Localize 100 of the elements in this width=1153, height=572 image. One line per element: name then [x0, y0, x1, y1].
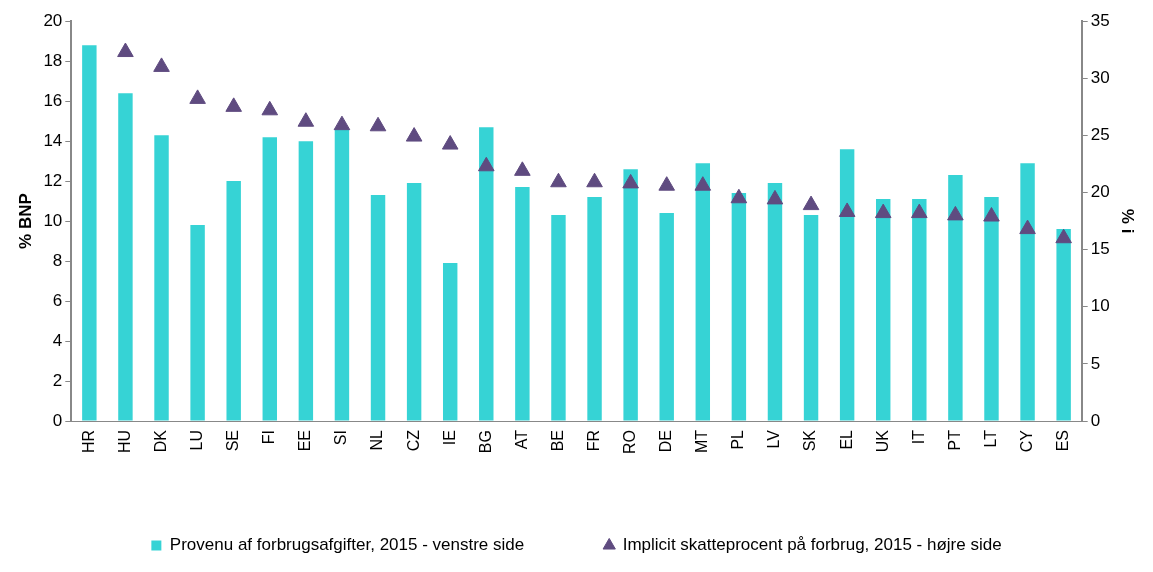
x-tick-label: HU: [115, 430, 133, 454]
x-tick-label: CY: [1017, 429, 1035, 453]
y2-tick-label: 25: [1090, 125, 1110, 145]
y2-axis-title: % i: [1118, 208, 1138, 234]
bar: [226, 181, 241, 421]
x-tick-label: SI: [332, 430, 350, 446]
point: [874, 203, 892, 219]
y2-tick-label: 30: [1090, 68, 1110, 87]
y-tick-label: 0: [52, 410, 63, 430]
bar: [82, 45, 97, 421]
point: [405, 127, 423, 142]
x-tick-label: BE: [548, 430, 566, 452]
y-tick-label: 4: [52, 330, 63, 350]
x-tick-label: NL: [368, 429, 386, 451]
y-tick-label: 8: [52, 250, 63, 270]
y-tick-label: 14: [43, 130, 63, 150]
point: [261, 100, 279, 116]
bar: [731, 193, 747, 421]
point: [766, 189, 784, 205]
point: [1019, 219, 1036, 235]
bar: [515, 187, 530, 421]
point: [297, 112, 315, 127]
bar: [479, 127, 494, 421]
legend-label: Implicit skatteprocent på forbrug, 2015 - højre side: [622, 535, 1002, 555]
point: [622, 173, 639, 189]
point: [369, 116, 387, 132]
point: [947, 205, 964, 221]
point: [1055, 228, 1072, 244]
bar: [551, 215, 566, 421]
y-tick-label: 18: [43, 50, 63, 70]
point: [550, 172, 567, 188]
x-tick-label: LT: [981, 429, 999, 448]
y-tick-label: 20: [43, 10, 63, 30]
bar: [406, 183, 422, 421]
bar: [1056, 229, 1071, 421]
point: [514, 161, 531, 176]
point: [694, 176, 712, 191]
bar: [298, 141, 314, 421]
x-tick-label: FI: [260, 430, 278, 445]
x-tick-label: CZ: [404, 429, 422, 452]
x-tick-label: LU: [188, 430, 206, 451]
y2-tick-label: 35: [1090, 10, 1110, 30]
bar: [839, 149, 855, 421]
bar: [118, 93, 133, 421]
y-tick-label: 2: [52, 370, 63, 390]
x-tick-label: IT: [909, 429, 927, 445]
bar: [587, 197, 602, 421]
point: [441, 135, 459, 150]
point: [153, 57, 170, 72]
point: [983, 207, 1000, 222]
point: [333, 115, 351, 131]
bar: [190, 225, 205, 421]
y2-tick-label: 5: [1090, 353, 1101, 373]
bar: [154, 135, 169, 421]
bar: [334, 129, 350, 421]
bar: [1020, 163, 1035, 421]
bar: [948, 175, 963, 421]
y-tick-label: 16: [43, 90, 63, 110]
bar: [442, 263, 458, 421]
x-tick-label: RO: [621, 430, 639, 454]
bar: [370, 195, 386, 421]
y-tick-label: 12: [43, 170, 63, 190]
x-tick-label: PT: [945, 429, 963, 451]
x-tick-label: BG: [476, 430, 494, 454]
x-tick-label: LV: [765, 429, 783, 449]
y-tick-label: 10: [43, 210, 63, 230]
x-tick-label: EE: [296, 430, 314, 452]
point: [658, 176, 676, 191]
y2-tick-label: 0: [1090, 410, 1101, 430]
x-tick-label: MT: [693, 429, 711, 454]
x-tick-label: UK: [873, 429, 891, 453]
x-tick-label: DK: [151, 429, 169, 453]
point: [225, 97, 242, 112]
point: [802, 195, 820, 211]
legend-label: Provenu af forbrugsafgifter, 2015 - venstre side: [169, 535, 525, 555]
bar: [912, 199, 927, 421]
point: [586, 172, 603, 188]
bar: [695, 163, 711, 421]
bar: [803, 215, 819, 421]
bar: [659, 213, 674, 421]
bar: [262, 137, 277, 421]
x-tick-label: FR: [584, 430, 602, 452]
x-tick-label: PL: [729, 429, 747, 450]
x-tick-label: SK: [801, 429, 819, 452]
bar: [623, 169, 638, 421]
y2-tick-label: 20: [1090, 182, 1110, 202]
point: [117, 42, 134, 58]
y-tick-label: 6: [52, 290, 63, 310]
point: [730, 188, 748, 204]
bar: [767, 183, 783, 421]
y-axis-title: % BNP: [15, 193, 35, 249]
y2-tick-label: 15: [1090, 239, 1110, 259]
x-tick-label: HR: [79, 430, 97, 454]
x-tick-label: IE: [440, 430, 458, 446]
x-tick-label: DE: [657, 430, 675, 453]
y2-tick-label: 10: [1090, 296, 1110, 316]
point: [838, 202, 856, 217]
x-tick-label: SE: [224, 430, 242, 452]
point: [477, 156, 495, 172]
x-tick-label: ES: [1054, 430, 1072, 452]
